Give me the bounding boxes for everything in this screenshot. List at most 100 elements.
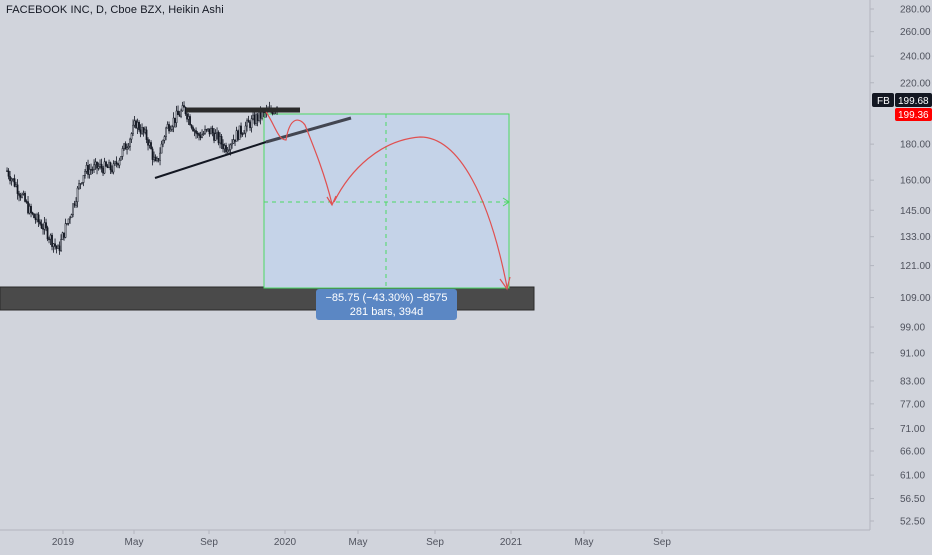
projection-arrow-2-head — [499, 276, 511, 291]
candle-body — [19, 195, 22, 198]
candle-body — [142, 127, 145, 133]
candle-body — [52, 243, 55, 247]
candle-body — [18, 193, 20, 196]
candle-body — [201, 134, 203, 138]
price-tick-label: 145.00 — [900, 206, 931, 217]
candle-body — [148, 142, 151, 146]
candle-body — [75, 201, 77, 206]
candle-body — [261, 111, 263, 119]
candle-body — [138, 121, 140, 131]
candle-body — [67, 218, 70, 224]
candle-body — [234, 139, 236, 142]
candle-body — [106, 165, 109, 169]
candle-body — [30, 205, 32, 213]
candle-body — [31, 212, 34, 215]
candle-body — [51, 234, 53, 247]
candle-body — [39, 221, 41, 225]
candle-body — [151, 148, 154, 160]
candle-body — [145, 129, 148, 140]
price-axis-panel[interactable] — [870, 0, 932, 550]
candle-body — [216, 131, 218, 134]
projection-arrow-2[interactable] — [333, 136, 508, 288]
price-tick-label: 83.00 — [900, 376, 925, 387]
price-tick-label: 280.00 — [900, 5, 931, 16]
price-tick-label: 240.00 — [900, 52, 931, 63]
candle-body — [238, 125, 241, 140]
measure-label[interactable]: −85.75 (−43.30%) −8575 281 bars, 394d — [316, 289, 457, 320]
ascending-trendline-extension[interactable] — [265, 116, 352, 144]
candle-body — [258, 111, 260, 121]
candle-body — [232, 139, 235, 144]
candle-body — [208, 128, 211, 135]
candle-body — [55, 245, 58, 249]
candle-body — [243, 132, 245, 135]
candle-body — [184, 107, 187, 115]
candle-body — [135, 120, 137, 129]
candle-body — [193, 130, 196, 132]
candle-body — [94, 161, 97, 166]
price-tick-label: 66.00 — [900, 447, 925, 458]
candle-body — [123, 143, 125, 149]
candle-body — [63, 232, 65, 238]
projection-arrow-1[interactable] — [265, 111, 333, 205]
candle-body — [105, 161, 107, 167]
last-price-tag: FB 199.68 — [872, 93, 932, 107]
candle-body — [22, 193, 25, 195]
candle-body — [159, 152, 161, 161]
candle-body — [112, 163, 115, 173]
candle-body — [222, 143, 224, 150]
candle-body — [87, 165, 89, 175]
candle-body — [40, 223, 43, 229]
price-tick-label: 61.00 — [900, 471, 925, 482]
candle-body — [205, 129, 208, 131]
candle-body — [97, 166, 100, 169]
time-tick-label: May — [575, 537, 594, 548]
candle-body — [120, 156, 122, 161]
candle-body — [189, 116, 191, 126]
candle-body — [225, 145, 227, 153]
candle-body — [147, 139, 149, 146]
candle-body — [100, 163, 103, 169]
candle-body — [214, 133, 217, 141]
candle-body — [82, 175, 85, 183]
candle-body — [196, 132, 199, 135]
candle-body — [6, 170, 8, 172]
candle-body — [15, 184, 17, 187]
price-tick-label: 109.00 — [900, 293, 931, 304]
candle-body — [219, 136, 221, 144]
candle-body — [42, 227, 44, 230]
candle-body — [93, 164, 95, 170]
candle-body — [174, 117, 176, 123]
projection-arrow-1-head — [326, 195, 337, 207]
candle-body — [108, 162, 110, 169]
candle-body — [231, 143, 233, 146]
measure-change-text: −85.75 (−43.30%) −8575 — [325, 292, 448, 304]
price-tick-label: 52.50 — [900, 517, 925, 528]
candle-body — [43, 222, 46, 230]
candle-body — [90, 169, 92, 171]
price-axis-ticks: 280.00 260.00 240.00 220.00 180.00 160.00 145.… — [870, 5, 931, 528]
candle-body — [210, 128, 212, 135]
candlestick-series — [6, 101, 278, 255]
candle-body — [199, 135, 202, 138]
price-tick-label: 133.00 — [900, 232, 931, 243]
candle-body — [126, 147, 128, 150]
candle-body — [223, 145, 226, 150]
candle-body — [132, 124, 134, 134]
candle-body — [66, 223, 68, 225]
candle-body — [153, 156, 155, 160]
ascending-trendline[interactable] — [154, 141, 267, 179]
candle-body — [78, 183, 80, 189]
candle-body — [253, 114, 256, 124]
candle-body — [157, 158, 160, 161]
candle-body — [13, 178, 16, 187]
candle-body — [25, 201, 28, 203]
time-tick-label: 2019 — [52, 537, 75, 548]
candle-body — [198, 133, 200, 136]
measure-bars-text: 281 bars, 394d — [349, 306, 424, 318]
candle-body — [111, 169, 113, 173]
candle-body — [117, 163, 119, 166]
candle-body — [70, 214, 73, 219]
